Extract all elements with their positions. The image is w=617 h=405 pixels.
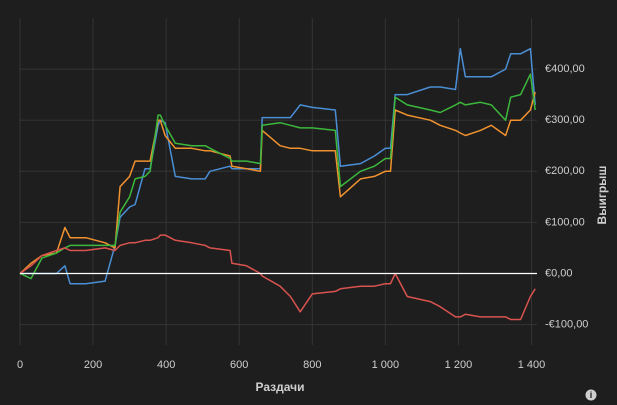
x-tick-label: 400	[157, 359, 175, 371]
series-line	[19, 234, 536, 321]
x-tick-label: 0	[17, 359, 23, 371]
svg-text:i: i	[590, 390, 593, 400]
y-tick-label: €300,00	[545, 114, 585, 126]
x-axis-label: Раздачи	[256, 380, 305, 394]
x-tick-label: 1 200	[445, 359, 473, 371]
y-axis-label: Выигрыш	[595, 166, 609, 225]
info-icon[interactable]: i	[585, 389, 597, 401]
x-tick-label: 800	[303, 359, 321, 371]
y-tick-label: €100,00	[545, 216, 585, 228]
y-tick-label: -€100,00	[545, 318, 588, 330]
y-tick-label: €0,00	[545, 267, 573, 279]
x-tick-label: 1 400	[518, 359, 546, 371]
x-tick-label: 1 000	[372, 359, 400, 371]
y-tick-label: €200,00	[545, 165, 585, 177]
x-tick-label: 200	[84, 359, 102, 371]
y-tick-label: €400,00	[545, 63, 585, 75]
series-line	[19, 73, 536, 280]
x-tick-label: 600	[230, 359, 248, 371]
